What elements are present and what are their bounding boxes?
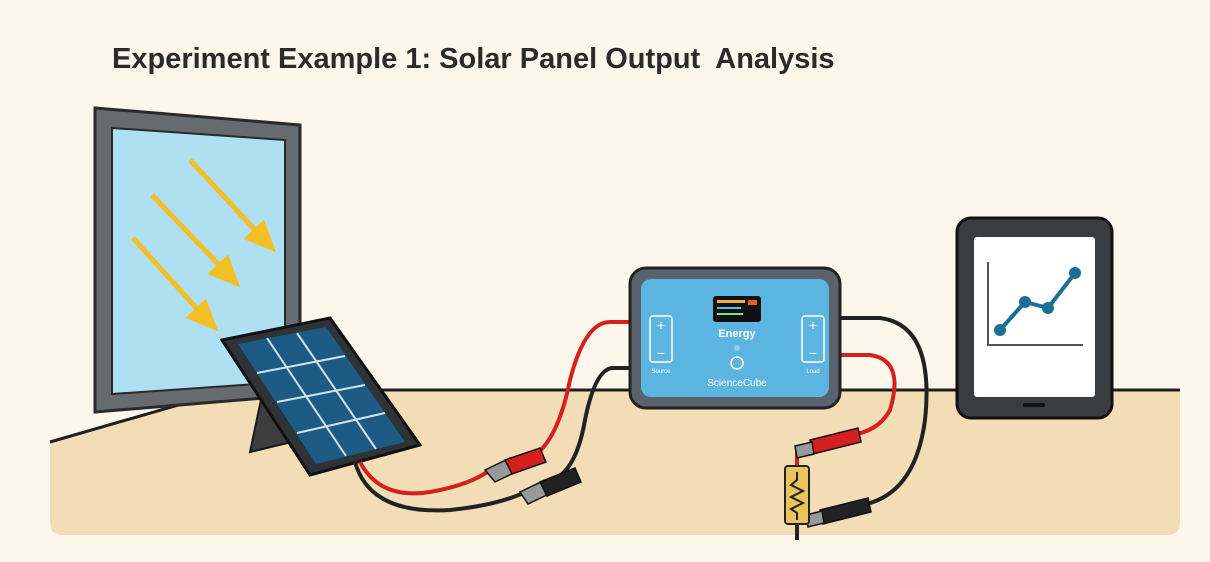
page: Solar Panel Output Analysis {"header": {…: [0, 0, 1210, 562]
resistor: [785, 466, 809, 524]
tablet-part: [994, 324, 1006, 336]
tablet-part: [1069, 267, 1081, 279]
tablet-part: [974, 237, 1095, 397]
tablet-part: [1023, 403, 1045, 407]
tablet-part: [1042, 302, 1054, 314]
load-label: Load: [806, 369, 819, 375]
energy-device-part: [717, 307, 741, 309]
source-label: Source: [651, 369, 671, 375]
energy-device-part: −: [657, 345, 665, 361]
energy-device-part: +: [809, 317, 817, 333]
tablet: [957, 218, 1112, 418]
title: Experiment Example 1: Solar Panel Output…: [112, 43, 835, 75]
energy-device: + − + − Energy Source Load ScienceCube: [630, 268, 840, 408]
energy-device-part: [717, 313, 743, 315]
energy-device-part: [748, 300, 757, 305]
brand-label: ScienceCube: [707, 378, 767, 389]
energy-device-part: [734, 345, 740, 351]
device-label: Energy: [718, 328, 756, 340]
illustration: Experiment Example 1: Solar Panel Output…: [0, 0, 1210, 562]
body: Experiment Example 1: Solar Panel Output…: [0, 0, 1210, 562]
energy-device-part: +: [657, 317, 665, 333]
energy-device-part: −: [809, 345, 817, 361]
energy-device-part: [717, 300, 745, 303]
tablet-part: [1019, 296, 1031, 308]
